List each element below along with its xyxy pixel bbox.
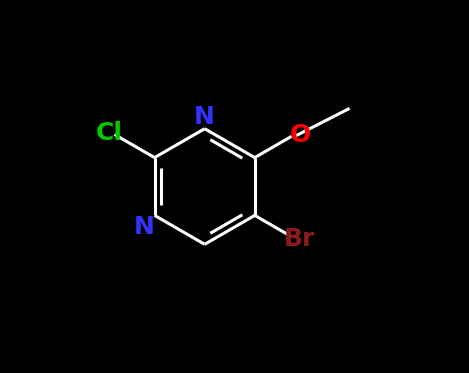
Text: O: O bbox=[290, 123, 311, 147]
Text: Cl: Cl bbox=[96, 121, 122, 145]
Text: N: N bbox=[194, 105, 215, 129]
Text: Br: Br bbox=[284, 227, 315, 251]
Text: N: N bbox=[134, 215, 155, 239]
